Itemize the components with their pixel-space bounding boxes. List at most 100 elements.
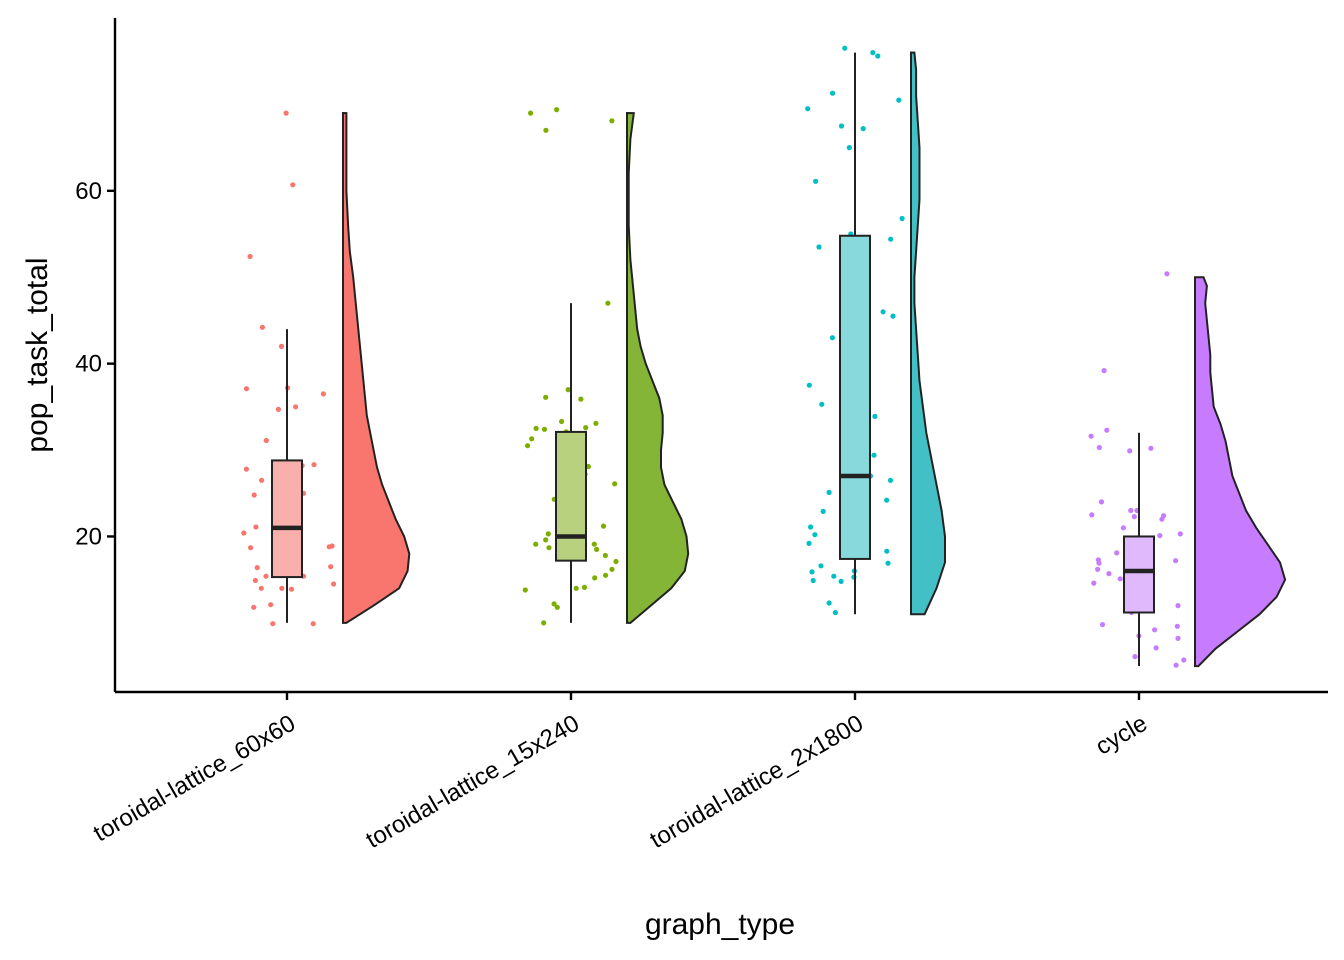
data-point bbox=[251, 604, 257, 610]
data-point bbox=[543, 127, 549, 133]
data-point bbox=[1096, 444, 1102, 451]
x-tick-label: cycle bbox=[1091, 710, 1152, 761]
data-point bbox=[609, 566, 615, 572]
data-point bbox=[1174, 623, 1180, 629]
data-point bbox=[1099, 622, 1106, 628]
data-point bbox=[592, 575, 598, 581]
data-point bbox=[860, 126, 866, 132]
data-point bbox=[591, 541, 597, 547]
data-point bbox=[1153, 645, 1159, 651]
data-point bbox=[838, 578, 844, 585]
data-point bbox=[1175, 635, 1181, 642]
data-point bbox=[293, 404, 299, 410]
data-point bbox=[259, 477, 265, 483]
data-point bbox=[890, 313, 896, 319]
data-point bbox=[813, 178, 819, 184]
data-point bbox=[533, 541, 539, 547]
data-point bbox=[609, 118, 615, 124]
data-point bbox=[253, 524, 259, 530]
data-point bbox=[259, 324, 265, 330]
data-point bbox=[838, 123, 845, 129]
data-point bbox=[875, 53, 881, 59]
data-point bbox=[1114, 550, 1120, 556]
data-point bbox=[248, 545, 254, 551]
data-point bbox=[880, 309, 886, 315]
data-point bbox=[809, 569, 815, 575]
x-axis-title: graph_type bbox=[645, 908, 795, 941]
data-point bbox=[808, 524, 814, 530]
box-iqr bbox=[271, 459, 303, 579]
data-point bbox=[551, 601, 557, 607]
data-point bbox=[328, 564, 334, 570]
data-point bbox=[541, 426, 548, 432]
data-point bbox=[885, 560, 891, 566]
y-axis-title: pop_task_total bbox=[21, 257, 54, 452]
data-point bbox=[522, 587, 528, 593]
x-tick-label: toroidal-lattice_15x240 bbox=[361, 710, 584, 854]
x-axis-ticks: toroidal-lattice_60x60 toroidal-lattice_1… bbox=[89, 692, 1152, 854]
data-point bbox=[1101, 368, 1107, 374]
data-point bbox=[258, 585, 264, 591]
data-point bbox=[810, 577, 816, 584]
data-point bbox=[1088, 433, 1094, 439]
data-point bbox=[602, 552, 609, 559]
data-point bbox=[554, 107, 560, 113]
data-point bbox=[1131, 514, 1137, 520]
data-point bbox=[243, 466, 249, 472]
violin-shape bbox=[1194, 276, 1287, 668]
data-point bbox=[541, 620, 547, 626]
data-point bbox=[1173, 558, 1179, 564]
data-point bbox=[819, 401, 825, 407]
data-point bbox=[243, 386, 250, 392]
data-point bbox=[251, 492, 257, 498]
data-point bbox=[320, 391, 326, 397]
data-point bbox=[603, 572, 609, 578]
data-point bbox=[565, 387, 571, 393]
data-point bbox=[1096, 560, 1102, 566]
x-tick-label: toroidal-lattice_2x1800 bbox=[645, 710, 868, 854]
data-point bbox=[842, 45, 848, 51]
data-point bbox=[1117, 576, 1123, 582]
data-point bbox=[279, 585, 285, 591]
series-group bbox=[241, 110, 411, 627]
data-point bbox=[1106, 571, 1112, 577]
data-point bbox=[1127, 448, 1133, 454]
data-point bbox=[559, 418, 565, 425]
data-point bbox=[818, 563, 824, 569]
data-point bbox=[585, 463, 592, 470]
data-point bbox=[826, 600, 832, 606]
data-point bbox=[1104, 427, 1110, 433]
data-point bbox=[1120, 525, 1126, 531]
data-point bbox=[605, 300, 611, 306]
series-group bbox=[805, 45, 946, 616]
data-point bbox=[593, 420, 599, 426]
data-point bbox=[846, 145, 852, 151]
data-point bbox=[581, 584, 588, 591]
data-point bbox=[806, 540, 812, 547]
data-point bbox=[1173, 662, 1179, 668]
data-point bbox=[1157, 533, 1163, 539]
data-point bbox=[311, 462, 317, 468]
y-tick-label: 40 bbox=[75, 351, 102, 378]
x-tick-label: toroidal-lattice_60x60 bbox=[89, 710, 300, 847]
data-point bbox=[331, 581, 337, 587]
data-point bbox=[1128, 507, 1134, 514]
data-point bbox=[283, 110, 289, 116]
data-point bbox=[1159, 516, 1165, 522]
y-tick-label: 20 bbox=[75, 523, 102, 550]
data-point bbox=[288, 586, 295, 592]
data-point bbox=[887, 477, 894, 483]
data-point bbox=[612, 481, 618, 487]
data-point bbox=[329, 543, 335, 549]
data-point bbox=[1181, 657, 1187, 663]
data-point bbox=[554, 604, 560, 610]
data-point bbox=[1175, 603, 1181, 609]
data-point bbox=[252, 577, 258, 584]
data-point bbox=[820, 508, 826, 514]
data-point bbox=[529, 436, 535, 442]
data-point bbox=[310, 621, 316, 627]
data-point bbox=[806, 382, 812, 388]
data-point bbox=[270, 621, 276, 627]
data-point bbox=[1164, 271, 1170, 277]
data-point bbox=[1152, 627, 1158, 633]
